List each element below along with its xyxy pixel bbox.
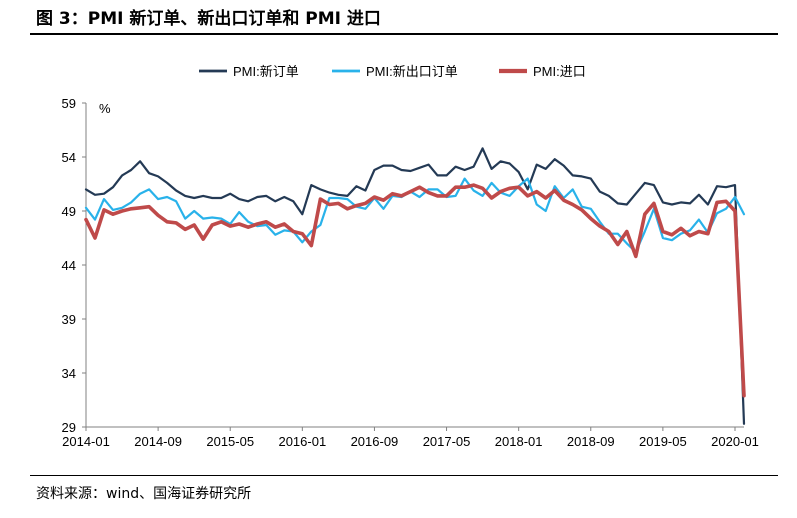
- series-line-1: [84, 147, 746, 425]
- source-note: 资料来源：wind、国海证券研究所: [36, 486, 252, 502]
- x-tick-label: 2014-01: [62, 434, 110, 449]
- x-tick-label: 2018-01: [495, 434, 543, 449]
- legend-label-2: PMI:新出口订单: [366, 64, 458, 79]
- y-tick-label: 29: [62, 420, 76, 435]
- title-rule: [30, 33, 778, 35]
- x-tick-label: 2016-09: [351, 434, 399, 449]
- plot-area: [84, 147, 746, 425]
- y-axis-label: %: [99, 101, 111, 116]
- y-tick-label: 34: [62, 366, 76, 381]
- x-tick-label: 2019-05: [639, 434, 687, 449]
- y-tick-label: 44: [62, 258, 76, 273]
- x-tick-label: 2017-05: [423, 434, 471, 449]
- y-tick-label: 59: [62, 96, 76, 111]
- source-rule: [30, 475, 778, 476]
- legend-label-1: PMI:新订单: [233, 64, 299, 79]
- x-tick-label: 2020-01: [711, 434, 759, 449]
- x-tick-label: 2016-01: [278, 434, 326, 449]
- y-tick-label: 39: [62, 312, 76, 327]
- pmi-line-chart: PMI:新订单 PMI:新出口订单 PMI:进口 % 29343944495459 …: [62, 64, 759, 449]
- series-line-3: [84, 183, 746, 398]
- x-tick-label: 2015-05: [206, 434, 254, 449]
- x-axis: 2014-01 2014-09 2015-05 2016-01 2016-09 2017-…: [62, 426, 759, 449]
- y-tick-label: 49: [62, 204, 76, 219]
- x-tick-label: 2018-09: [567, 434, 615, 449]
- y-tick-label: 54: [62, 150, 76, 165]
- x-tick-label: 2014-09: [134, 434, 182, 449]
- y-axis: 29 34 39 44 49 54 59: [62, 96, 87, 435]
- figure-title: 图 3：PMI 新订单、新出口订单和 PMI 进口: [36, 9, 381, 29]
- chart-legend: PMI:新订单 PMI:新出口订单 PMI:进口: [199, 64, 586, 79]
- legend-label-3: PMI:进口: [533, 64, 586, 79]
